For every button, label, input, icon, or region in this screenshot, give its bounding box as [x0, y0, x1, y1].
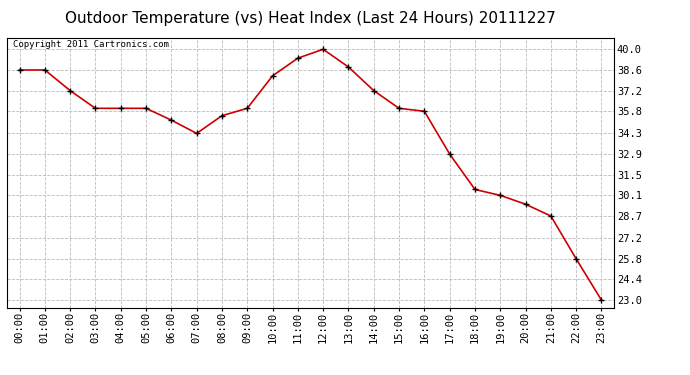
- Text: Copyright 2011 Cartronics.com: Copyright 2011 Cartronics.com: [13, 40, 169, 49]
- Text: Outdoor Temperature (vs) Heat Index (Last 24 Hours) 20111227: Outdoor Temperature (vs) Heat Index (Las…: [65, 11, 556, 26]
